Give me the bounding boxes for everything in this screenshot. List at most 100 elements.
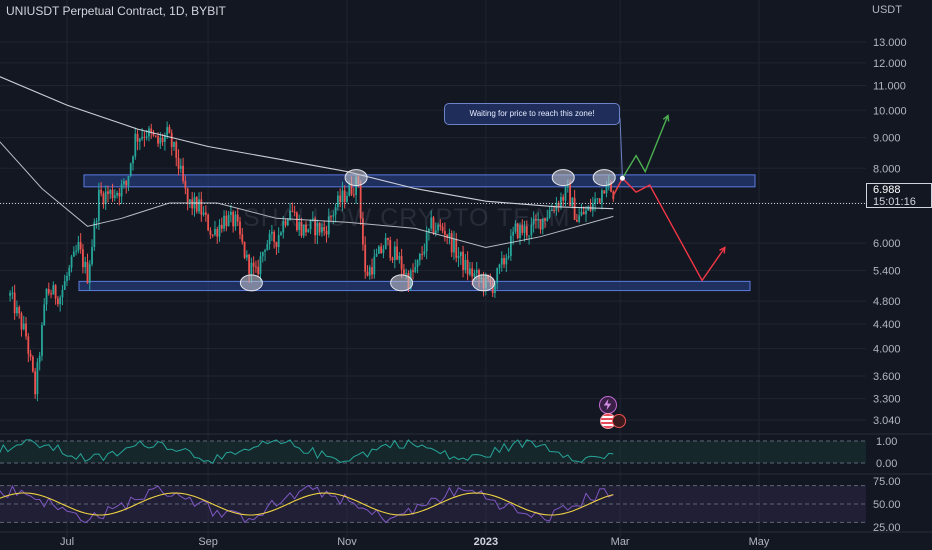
- bar-countdown: 15:01:16: [873, 196, 916, 208]
- projections: [612, 114, 726, 282]
- candle-body: [343, 190, 346, 202]
- candle-body: [350, 183, 353, 195]
- candle-body: [291, 210, 294, 212]
- candle-body: [157, 136, 159, 144]
- candle-body: [36, 362, 39, 395]
- candle-body: [175, 141, 178, 158]
- candle-body: [325, 230, 328, 235]
- candle: [168, 124, 171, 134]
- candle: [109, 188, 112, 200]
- candle-body: [79, 242, 82, 250]
- oscillator-tick-label: 0.00: [876, 458, 897, 470]
- candle-body: [564, 187, 567, 201]
- candle: [11, 286, 14, 300]
- candle: [430, 210, 433, 232]
- candle-body: [598, 198, 601, 203]
- candle-body: [243, 241, 246, 258]
- candle-body: [523, 226, 526, 233]
- candle-body: [550, 210, 553, 212]
- candle-body: [305, 224, 307, 233]
- candle: [34, 367, 37, 399]
- candle-body: [234, 214, 237, 227]
- candle-body: [425, 232, 428, 252]
- candle: [284, 218, 287, 228]
- candle-body: [503, 258, 505, 265]
- candle-body: [280, 232, 282, 236]
- candle-body: [307, 229, 310, 233]
- candle-body: [252, 262, 255, 267]
- candle-body: [466, 259, 469, 275]
- candle-body: [566, 184, 569, 188]
- candle-body: [284, 221, 287, 226]
- bear-projection-line: [612, 177, 726, 282]
- candle-body: [453, 238, 455, 253]
- candle-body: [389, 239, 392, 258]
- candle-body: [298, 222, 301, 230]
- resistance-zone: [83, 174, 756, 188]
- candle: [462, 245, 464, 278]
- candle-body: [22, 323, 25, 330]
- candle: [309, 219, 312, 235]
- date-tick-label: May: [749, 536, 770, 548]
- candle: [437, 222, 439, 234]
- candle: [77, 235, 80, 254]
- candle: [336, 191, 339, 211]
- candle: [612, 190, 615, 202]
- candle: [177, 149, 180, 176]
- lightning-icon[interactable]: [599, 396, 617, 414]
- candle-body: [109, 189, 112, 194]
- candle-body: [366, 271, 369, 276]
- candle-body: [102, 193, 105, 204]
- candle-body: [225, 215, 228, 227]
- candle-body: [41, 324, 43, 356]
- price-tick-label: 10.000: [873, 105, 907, 117]
- candle: [339, 188, 342, 208]
- candle-body: [544, 218, 546, 221]
- candle: [84, 256, 87, 274]
- candle: [412, 263, 414, 280]
- candle-body: [198, 199, 200, 212]
- highlight-ellipse: [239, 274, 263, 292]
- candle: [530, 217, 533, 240]
- candle-body: [145, 136, 148, 138]
- candle: [364, 236, 367, 279]
- candle-body: [459, 251, 462, 257]
- candle: [469, 261, 471, 277]
- price-tick-label: 4.800: [873, 296, 901, 308]
- candle: [414, 259, 417, 274]
- candle-body: [450, 233, 453, 253]
- candle-body: [72, 251, 75, 257]
- candle-body: [587, 206, 590, 211]
- candle-body: [471, 268, 474, 277]
- last-price-badge: 6.988 15:01:16: [866, 183, 932, 208]
- candle-body: [11, 292, 14, 294]
- highlight-ellipse: [472, 274, 496, 292]
- candle: [418, 252, 421, 266]
- candle-body: [13, 292, 16, 314]
- candle: [175, 140, 178, 167]
- candle-body: [61, 289, 64, 298]
- candle: [13, 284, 16, 320]
- candle: [400, 248, 403, 278]
- candle-body: [605, 185, 608, 194]
- candle-body: [507, 255, 510, 258]
- candle: [111, 183, 114, 202]
- candle: [603, 190, 606, 194]
- candle: [302, 224, 305, 239]
- candle: [564, 185, 567, 207]
- candle-body: [348, 183, 351, 196]
- candle-body: [594, 198, 597, 204]
- price-tick-label: 5.400: [873, 266, 901, 278]
- candle: [218, 219, 221, 242]
- price-tick-label: 6.000: [873, 238, 901, 250]
- candle: [402, 264, 405, 276]
- candle: [239, 216, 241, 240]
- candle: [68, 264, 71, 281]
- candle-body: [528, 235, 530, 237]
- candle: [448, 228, 451, 245]
- candle-body: [548, 210, 551, 218]
- event-icon[interactable]: [612, 414, 626, 428]
- candle: [439, 219, 442, 231]
- candle: [343, 185, 346, 209]
